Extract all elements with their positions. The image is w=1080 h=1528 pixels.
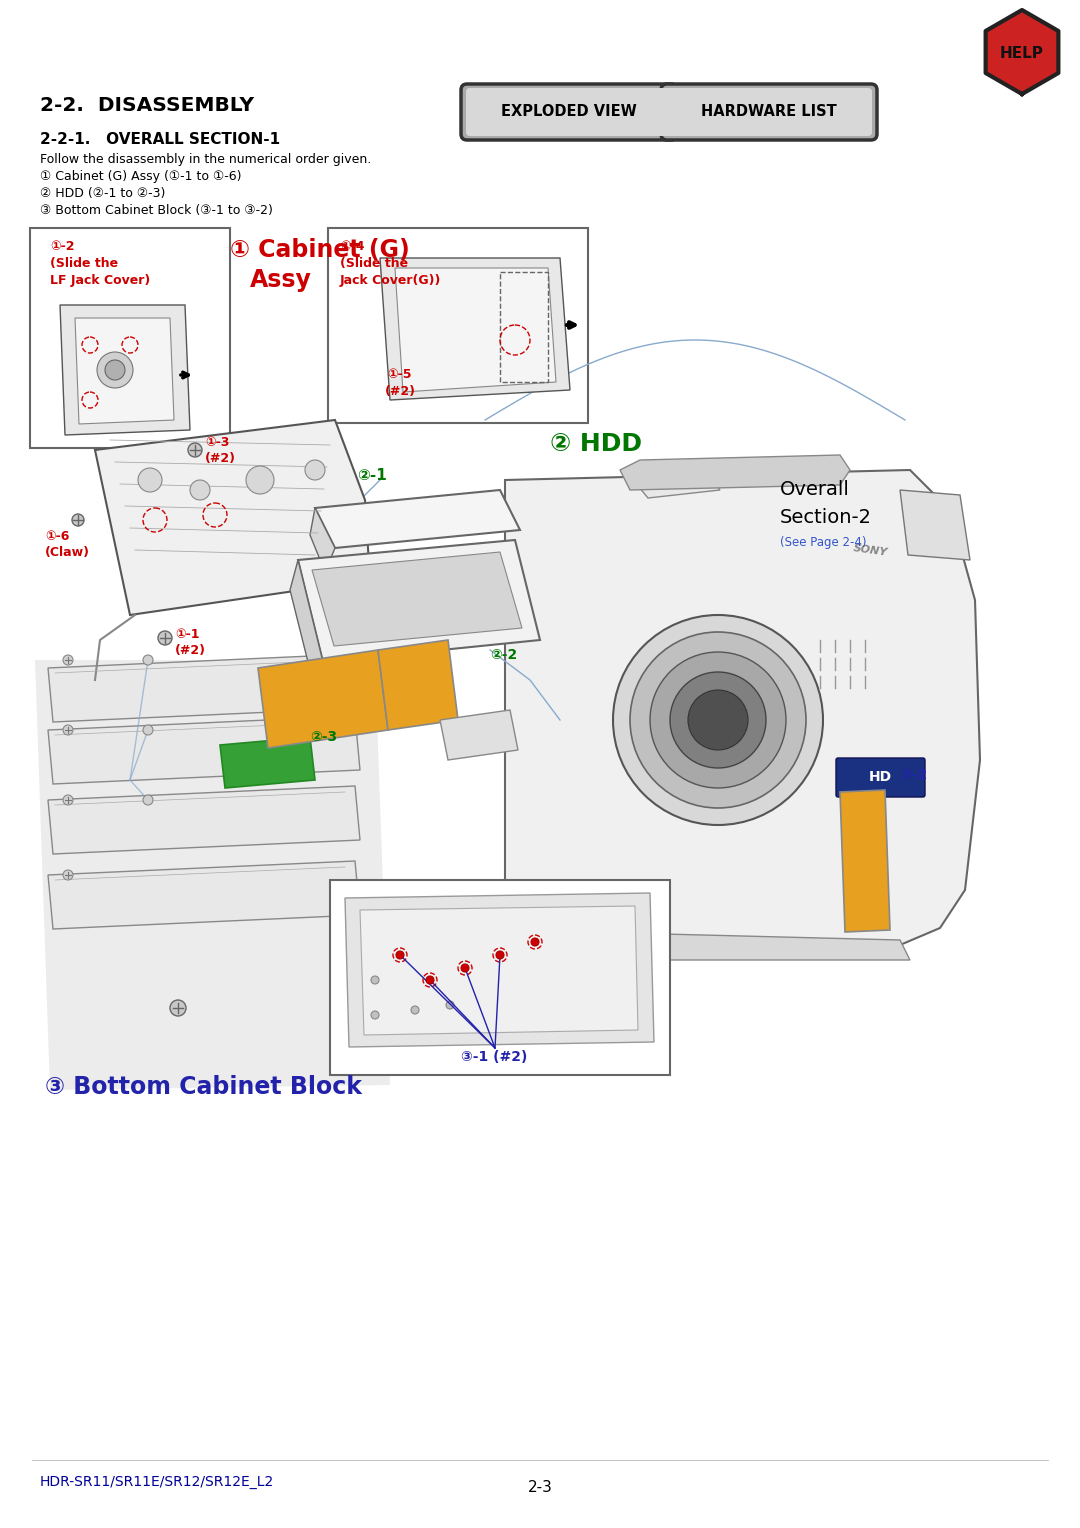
FancyBboxPatch shape [666,89,872,136]
Text: ③ Bottom Cabinet Block (③-1 to ③-2): ③ Bottom Cabinet Block (③-1 to ③-2) [40,205,273,217]
Polygon shape [625,461,720,498]
FancyBboxPatch shape [836,758,924,798]
Text: ②-2: ②-2 [490,648,517,662]
Circle shape [630,633,806,808]
Circle shape [426,976,434,984]
Text: ①-4
(Slide the
Jack Cover(G)): ①-4 (Slide the Jack Cover(G)) [340,240,442,287]
Text: ② HDD (②-1 to ②-3): ② HDD (②-1 to ②-3) [40,186,165,200]
Text: ② HDD: ② HDD [550,432,642,455]
Polygon shape [258,649,388,749]
Polygon shape [48,785,360,854]
Polygon shape [315,490,519,549]
Polygon shape [505,471,980,947]
Polygon shape [75,318,174,423]
Text: ①-3
(#2): ①-3 (#2) [205,435,237,465]
Polygon shape [60,306,190,435]
Text: ③-2: ③-2 [900,769,928,782]
Polygon shape [900,490,970,559]
Circle shape [63,724,73,735]
Circle shape [372,1012,379,1019]
Text: ① Cabinet (G): ① Cabinet (G) [230,238,409,261]
Text: ①-5
(#2): ①-5 (#2) [384,368,416,397]
Polygon shape [298,539,540,662]
Text: Follow the disassembly in the numerical order given.: Follow the disassembly in the numerical … [40,153,372,167]
Polygon shape [986,11,1058,95]
Circle shape [461,964,469,972]
Polygon shape [291,559,323,669]
Text: Assy: Assy [249,267,312,292]
Circle shape [188,443,202,457]
Polygon shape [48,717,360,784]
Polygon shape [378,640,458,730]
FancyBboxPatch shape [465,89,672,136]
Circle shape [372,976,379,984]
Circle shape [496,950,504,960]
Circle shape [688,691,748,750]
Polygon shape [395,267,556,393]
Circle shape [670,672,766,769]
Text: (See Page 2-4): (See Page 2-4) [780,536,866,549]
Circle shape [158,631,172,645]
Circle shape [246,466,274,494]
Polygon shape [380,258,570,400]
Polygon shape [48,860,360,929]
Text: SONY: SONY [852,542,888,558]
Polygon shape [95,420,370,614]
FancyBboxPatch shape [30,228,230,448]
Text: HDR-SR11/SR11E/SR12/SR12E_L2: HDR-SR11/SR11E/SR12/SR12E_L2 [40,1475,274,1488]
Text: ②-1: ②-1 [357,468,387,483]
Text: ①-2
(Slide the
LF Jack Cover): ①-2 (Slide the LF Jack Cover) [50,240,150,287]
Circle shape [531,938,539,946]
Text: HARDWARE LIST: HARDWARE LIST [701,104,837,119]
Text: HD: HD [868,770,892,784]
Circle shape [143,795,153,805]
FancyBboxPatch shape [461,84,677,141]
Polygon shape [220,736,315,788]
Text: ③ Bottom Cabinet Block: ③ Bottom Cabinet Block [45,1076,362,1099]
Circle shape [63,869,73,880]
Text: ③-1 (#2): ③-1 (#2) [461,1050,527,1063]
Polygon shape [48,654,360,723]
Polygon shape [500,931,910,960]
Text: HELP: HELP [1000,46,1044,61]
Polygon shape [440,711,518,759]
Circle shape [613,614,823,825]
Circle shape [63,656,73,665]
Text: 2-2-1.   OVERALL SECTION-1: 2-2-1. OVERALL SECTION-1 [40,131,280,147]
Text: Overall: Overall [780,480,850,500]
Text: ②-3: ②-3 [310,730,337,744]
Polygon shape [312,552,522,646]
Circle shape [396,950,404,960]
Polygon shape [310,507,335,571]
Circle shape [650,652,786,788]
Polygon shape [345,892,654,1047]
Circle shape [305,460,325,480]
Circle shape [446,1001,454,1008]
Text: 2-2.  DISASSEMBLY: 2-2. DISASSEMBLY [40,96,254,115]
Circle shape [143,724,153,735]
Text: ①-1
(#2): ①-1 (#2) [175,628,206,657]
Circle shape [411,1005,419,1015]
Text: EXPLODED VIEW: EXPLODED VIEW [501,104,637,119]
Circle shape [138,468,162,492]
Circle shape [63,795,73,805]
Circle shape [143,656,153,665]
FancyBboxPatch shape [328,228,588,423]
Text: Section-2: Section-2 [780,507,872,527]
Polygon shape [360,906,638,1034]
Circle shape [97,351,133,388]
Circle shape [72,513,84,526]
FancyBboxPatch shape [330,880,670,1076]
Text: 2-3: 2-3 [527,1481,553,1494]
Text: ①-6
(Claw): ①-6 (Claw) [45,530,90,559]
FancyBboxPatch shape [661,84,877,141]
Circle shape [170,999,186,1016]
Polygon shape [620,455,850,490]
Circle shape [105,361,125,380]
Circle shape [190,480,210,500]
Text: ① Cabinet (G) Assy (①-1 to ①-6): ① Cabinet (G) Assy (①-1 to ①-6) [40,170,242,183]
Polygon shape [35,660,390,1089]
Polygon shape [840,790,890,932]
